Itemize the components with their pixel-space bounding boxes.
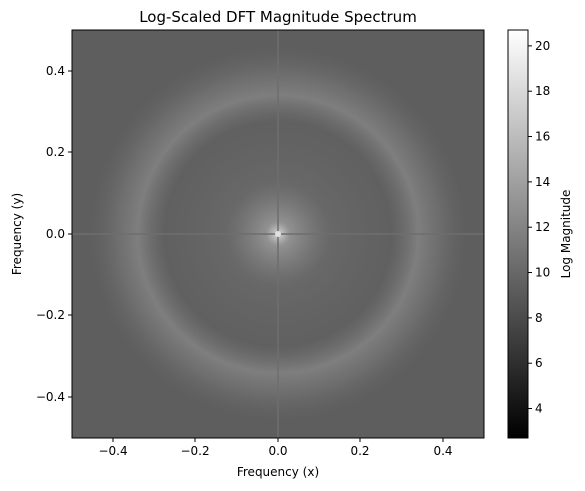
colorbar: [507, 29, 529, 439]
colorbar-tick-label: 10: [535, 266, 550, 280]
colorbar-tick-label: 6: [535, 356, 543, 370]
x-tick-label: 0.0: [268, 444, 287, 458]
colorbar-tick-label: 16: [535, 130, 550, 144]
x-axis-label: Frequency (x): [237, 465, 319, 479]
colorbar-tick-label: 4: [535, 402, 543, 416]
chart-title: Log-Scaled DFT Magnitude Spectrum: [139, 8, 417, 26]
dc-peak: [275, 231, 281, 237]
colorbar-tick: 12: [528, 220, 550, 234]
x-tick-label: 0.2: [350, 444, 369, 458]
colorbar-label: Log Magnitude: [559, 190, 573, 279]
x-tick: −0.4: [98, 438, 128, 458]
colorbar-tick-label: 20: [535, 39, 550, 53]
colorbar-tick: 18: [528, 84, 550, 98]
colorbar-tick: 6: [528, 356, 543, 370]
y-tick: 0.2: [46, 145, 72, 159]
x-tick: 0.2: [350, 438, 370, 458]
colorbar-tick: 10: [528, 266, 550, 280]
y-tick: −0.2: [36, 308, 72, 322]
colorbar-tick-label: 18: [535, 84, 550, 98]
x-tick: 0.0: [268, 438, 288, 458]
colorbar-tick: 4: [528, 402, 543, 416]
y-tick: 0.0: [46, 227, 72, 241]
y-tick: 0.4: [46, 64, 72, 78]
colorbar-tick: 8: [528, 311, 543, 325]
colorbar-tick-label: 8: [535, 311, 543, 325]
colorbar-tick-label: 12: [535, 220, 550, 234]
colorbar-tick-label: 14: [535, 175, 550, 189]
x-tick: −0.2: [180, 438, 210, 458]
x-axis: −0.4 −0.2 0.0 0.2 0.4: [98, 438, 453, 458]
x-tick: 0.4: [433, 438, 453, 458]
y-tick-label: 0.0: [46, 227, 65, 241]
y-tick: −0.4: [36, 390, 72, 404]
y-tick-label: −0.2: [36, 308, 65, 322]
x-tick-label: −0.4: [98, 444, 127, 458]
x-tick-label: 0.4: [433, 444, 452, 458]
y-tick-label: 0.4: [46, 64, 65, 78]
colorbar-tick: 14: [528, 175, 550, 189]
colorbar-tick: 20: [528, 39, 550, 53]
colorbar-tick: 16: [528, 130, 550, 144]
x-tick-label: −0.2: [180, 444, 209, 458]
y-axis: −0.4 −0.2 0.0 0.2 0.4: [36, 64, 72, 404]
y-axis-label: Frequency (y): [10, 193, 24, 275]
colorbar-axis: 4 6 8 10 12 14 16 18 20: [528, 39, 550, 416]
y-tick-label: −0.4: [36, 390, 65, 404]
plot-area: [72, 30, 484, 438]
y-tick-label: 0.2: [46, 145, 65, 159]
